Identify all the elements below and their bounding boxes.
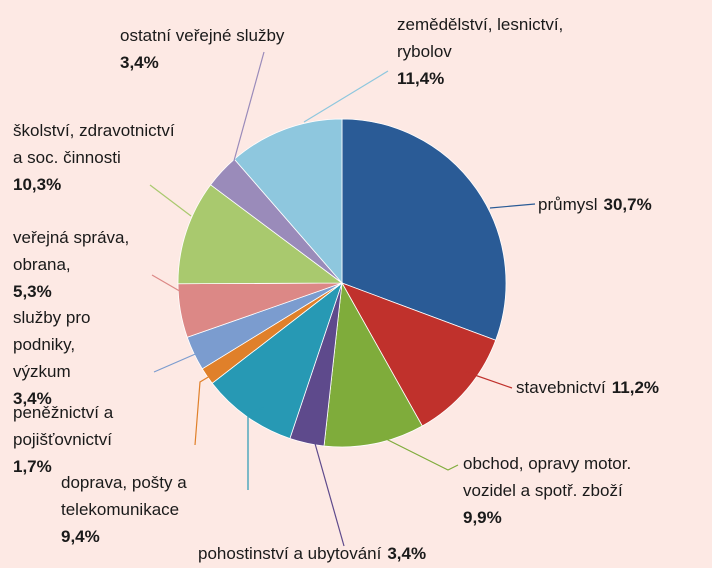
- slice-label: školství, zdravotnictví a soc. činnosti 10…: [13, 121, 175, 194]
- pie-slice: [211, 281, 343, 440]
- leader-lines: [149, 51, 536, 547]
- slice-label: služby pro podniky, výzkum 3,4%: [13, 308, 90, 408]
- leader-line: [231, 51, 265, 169]
- slice-label-text: pojišťovnictví: [13, 430, 112, 449]
- slice-value-label: 3,4%: [13, 389, 52, 408]
- pie-slice: [341, 282, 497, 427]
- slice-label: ostatní veřejné služby 3,4%: [120, 26, 285, 72]
- pie-slice: [341, 118, 507, 341]
- slice-value-label: 5,3%: [13, 282, 52, 301]
- pie-slices: [177, 118, 507, 448]
- slice-label-text: zemědělství, lesnictví,: [397, 15, 563, 34]
- slice-value-label: 3,4%: [120, 53, 159, 72]
- slice-labels: průmysl 30,7% stavebnictví 11,2% obchod, opr…: [13, 15, 659, 563]
- slice-value-label: 9,9%: [463, 508, 502, 527]
- leader-line: [149, 184, 192, 217]
- slice-label-text: stavebnictví: [516, 378, 606, 397]
- slice-label-text: doprava, pošty a: [61, 473, 187, 492]
- pie-slice: [323, 281, 423, 448]
- slice-label-text: pohostinství a ubytování: [198, 544, 382, 563]
- slice-label: zemědělství, lesnictví, rybolov 11,4%: [397, 15, 563, 88]
- slice-label: pohostinství a ubytování 3,4%: [198, 544, 426, 563]
- slice-label-text: veřejná správa,: [13, 228, 129, 247]
- leader-line: [153, 351, 201, 373]
- leader-line: [489, 203, 536, 209]
- slice-label: veřejná správa, obrana, 5,3%: [13, 228, 129, 301]
- slice-label-text: obchod, opravy motor.: [463, 454, 631, 473]
- slice-label-text: ostatní veřejné služby: [120, 26, 285, 45]
- slice-value-label: 9,4%: [61, 527, 100, 546]
- slice-label: průmysl 30,7%: [538, 195, 652, 214]
- leader-line: [313, 439, 345, 547]
- slice-label-text: výzkum: [13, 362, 71, 381]
- slice-value-label: 30,7%: [604, 195, 652, 214]
- slice-label-text: vozidel a spotř. zboží: [463, 481, 623, 500]
- slice-label-text: peněžnictví a: [13, 403, 114, 422]
- leader-line: [303, 70, 389, 123]
- slice-label: stavebnictví 11,2%: [516, 378, 659, 397]
- leader-line: [151, 274, 184, 294]
- pie-slice: [177, 184, 344, 285]
- slice-value-label: 3,4%: [387, 544, 426, 563]
- slice-label: doprava, pošty a telekomunikace 9,4%: [61, 473, 187, 546]
- pie-slice: [233, 118, 343, 285]
- slice-label-text: podniky,: [13, 335, 75, 354]
- slice-label-text: rybolov: [397, 42, 452, 61]
- leader-line: [383, 437, 459, 471]
- slice-value-label: 1,7%: [13, 457, 52, 476]
- slice-value-label: 11,2%: [612, 378, 659, 397]
- slice-label-text: průmysl: [538, 195, 598, 214]
- slice-value-label: 11,4%: [397, 69, 444, 88]
- slice-label-text: a soc. činnosti: [13, 148, 121, 167]
- slice-label-text: služby pro: [13, 308, 90, 327]
- slice-label: obchod, opravy motor. vozidel a spotř. zb…: [463, 454, 631, 527]
- slice-value-label: 10,3%: [13, 175, 61, 194]
- slice-label-text: obrana,: [13, 255, 71, 274]
- slice-label: peněžnictví a pojišťovnictví 1,7%: [13, 403, 114, 476]
- leader-line: [247, 407, 265, 490]
- slice-label-text: školství, zdravotnictví: [13, 121, 175, 140]
- leader-line: [194, 375, 211, 446]
- slice-label-text: telekomunikace: [61, 500, 179, 519]
- leader-line: [465, 371, 513, 389]
